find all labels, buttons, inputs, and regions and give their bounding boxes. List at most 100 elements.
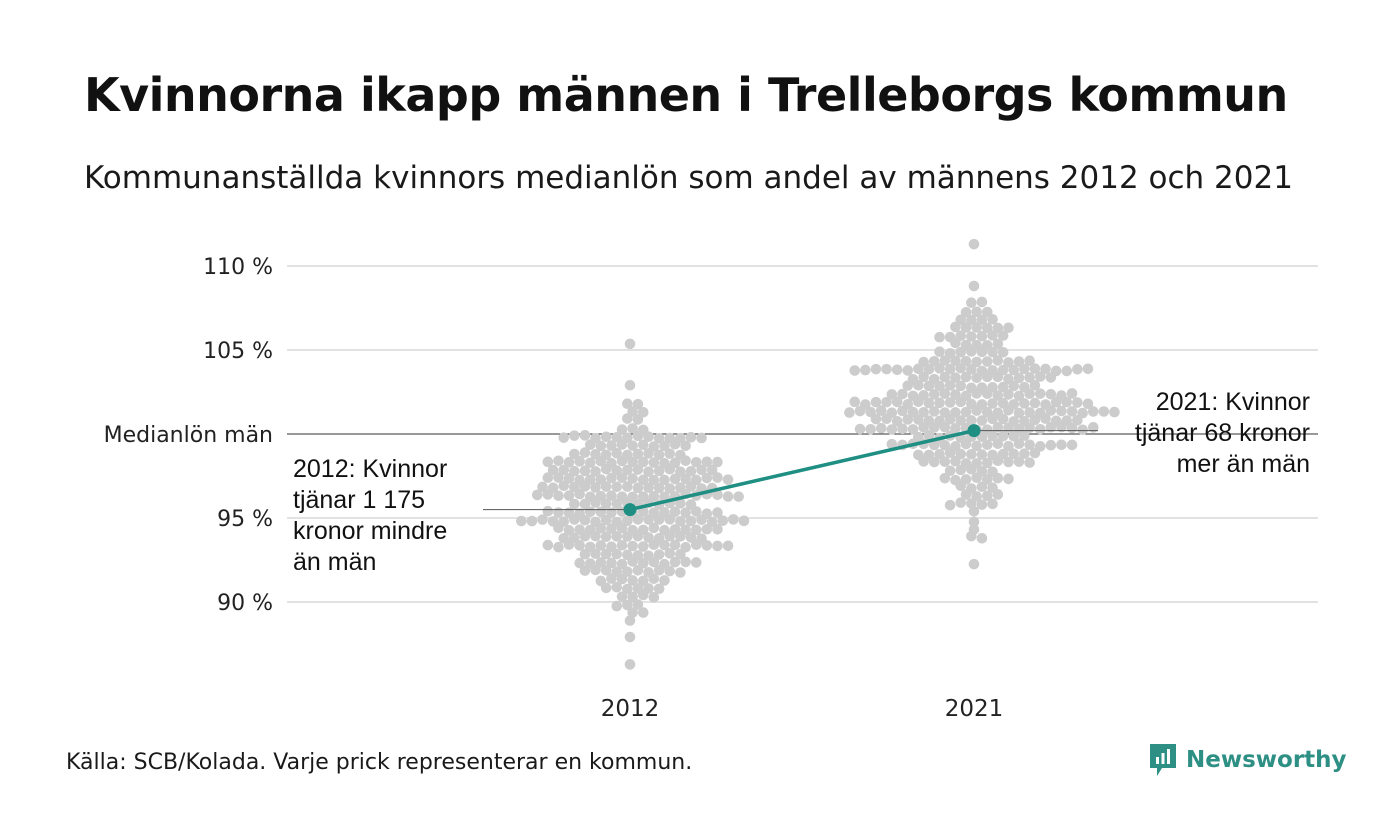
municipality-dot (648, 539, 660, 551)
municipality-dot (1098, 406, 1110, 417)
municipality-dot (600, 463, 612, 475)
municipality-dot (966, 448, 977, 460)
municipality-dot (1034, 388, 1046, 399)
municipality-dot (992, 421, 1004, 433)
municipality-dot (987, 346, 998, 358)
municipality-dot (579, 548, 591, 560)
municipality-dot (643, 431, 654, 443)
municipality-dot (563, 525, 575, 536)
municipality-dot (579, 481, 591, 492)
municipality-dot (987, 413, 998, 425)
municipality-dot (622, 583, 633, 595)
municipality-dot (584, 457, 596, 469)
municipality-dot (579, 514, 591, 526)
x-tick-label: 2021 (945, 696, 1004, 722)
municipality-dot (653, 549, 665, 560)
municipality-dot (1045, 372, 1057, 383)
annotation-2012-line: än män (293, 548, 376, 576)
municipality-dot (1029, 379, 1041, 391)
municipality-dot (675, 567, 686, 578)
municipality-dot (1013, 456, 1025, 467)
municipality-dot (897, 388, 908, 400)
municipality-dot (997, 330, 1009, 341)
municipality-dot (616, 573, 628, 585)
municipality-dot (664, 530, 676, 542)
municipality-dot (934, 448, 945, 460)
municipality-dot (611, 548, 623, 560)
municipality-dot (950, 372, 961, 383)
municipality-dot (579, 430, 591, 441)
municipality-dot (622, 464, 633, 476)
municipality-dot (600, 481, 612, 492)
trelleborg-line (629, 428, 975, 512)
municipality-dot (622, 413, 633, 424)
municipality-dot (939, 439, 951, 451)
municipality-dot (886, 424, 898, 435)
municipality-dot (526, 515, 538, 527)
municipality-dot (1056, 421, 1067, 433)
municipality-dot (886, 389, 898, 400)
municipality-dot (955, 497, 967, 508)
municipality-dot (950, 321, 961, 333)
source-note: Källa: SCB/Kolada. Varje prick represent… (66, 750, 693, 775)
municipality-dot (987, 314, 998, 325)
municipality-dot (1066, 388, 1078, 399)
municipality-dot (664, 548, 676, 559)
municipality-dot (1066, 406, 1078, 417)
municipality-dot (854, 405, 866, 417)
municipality-dot (860, 364, 871, 376)
municipality-dot (624, 615, 636, 626)
municipality-dot (706, 516, 718, 528)
municipality-dot (542, 489, 554, 500)
municipality-dot (616, 558, 628, 570)
municipality-dot (632, 564, 644, 576)
municipality-dot (637, 439, 649, 451)
municipality-dot (669, 556, 681, 568)
municipality-dot (627, 473, 638, 484)
municipality-dot (966, 530, 977, 542)
municipality-dot (1029, 447, 1041, 459)
municipality-dot (1008, 380, 1020, 392)
municipality-dot (907, 424, 919, 435)
municipality-dot (1034, 371, 1046, 382)
municipality-dot (701, 540, 713, 551)
municipality-dot (902, 380, 914, 391)
municipality-dot (992, 438, 1004, 450)
municipality-dot (939, 472, 951, 484)
municipality-dot (712, 524, 723, 535)
municipality-dot (1003, 404, 1014, 416)
municipality-dot (569, 514, 580, 525)
municipality-dot (976, 415, 988, 426)
annotation-2021-line: mer än män (1177, 450, 1310, 478)
municipality-dot (664, 463, 676, 475)
municipality-dot (696, 464, 707, 476)
municipality-dot (606, 573, 617, 584)
municipality-dot (865, 423, 876, 435)
municipality-dot (606, 557, 617, 569)
municipality-dot (992, 489, 1004, 500)
municipality-dot (712, 489, 723, 501)
municipality-dot (590, 482, 601, 493)
municipality-dot (950, 455, 961, 467)
municipality-dot (542, 539, 554, 551)
municipality-dot (722, 474, 734, 485)
municipality-dot (558, 464, 570, 476)
municipality-dot (622, 398, 633, 410)
municipality-dot (653, 564, 665, 576)
municipality-dot (616, 424, 628, 435)
municipality-dot (516, 515, 527, 527)
municipality-dot (981, 356, 993, 367)
municipality-dot (590, 548, 601, 560)
municipality-dot (632, 482, 644, 494)
municipality-dot (971, 322, 982, 333)
municipality-dot (624, 631, 636, 643)
y-tick-label: Medianlön män (104, 423, 273, 448)
y-tick-label: 95 % (217, 507, 273, 532)
municipality-dot (918, 406, 929, 418)
municipality-dot (611, 581, 623, 593)
municipality-dot (950, 337, 961, 349)
municipality-dot (966, 331, 977, 342)
municipality-dot (648, 573, 660, 584)
municipality-dot (553, 455, 564, 467)
municipality-dot (1109, 406, 1120, 418)
